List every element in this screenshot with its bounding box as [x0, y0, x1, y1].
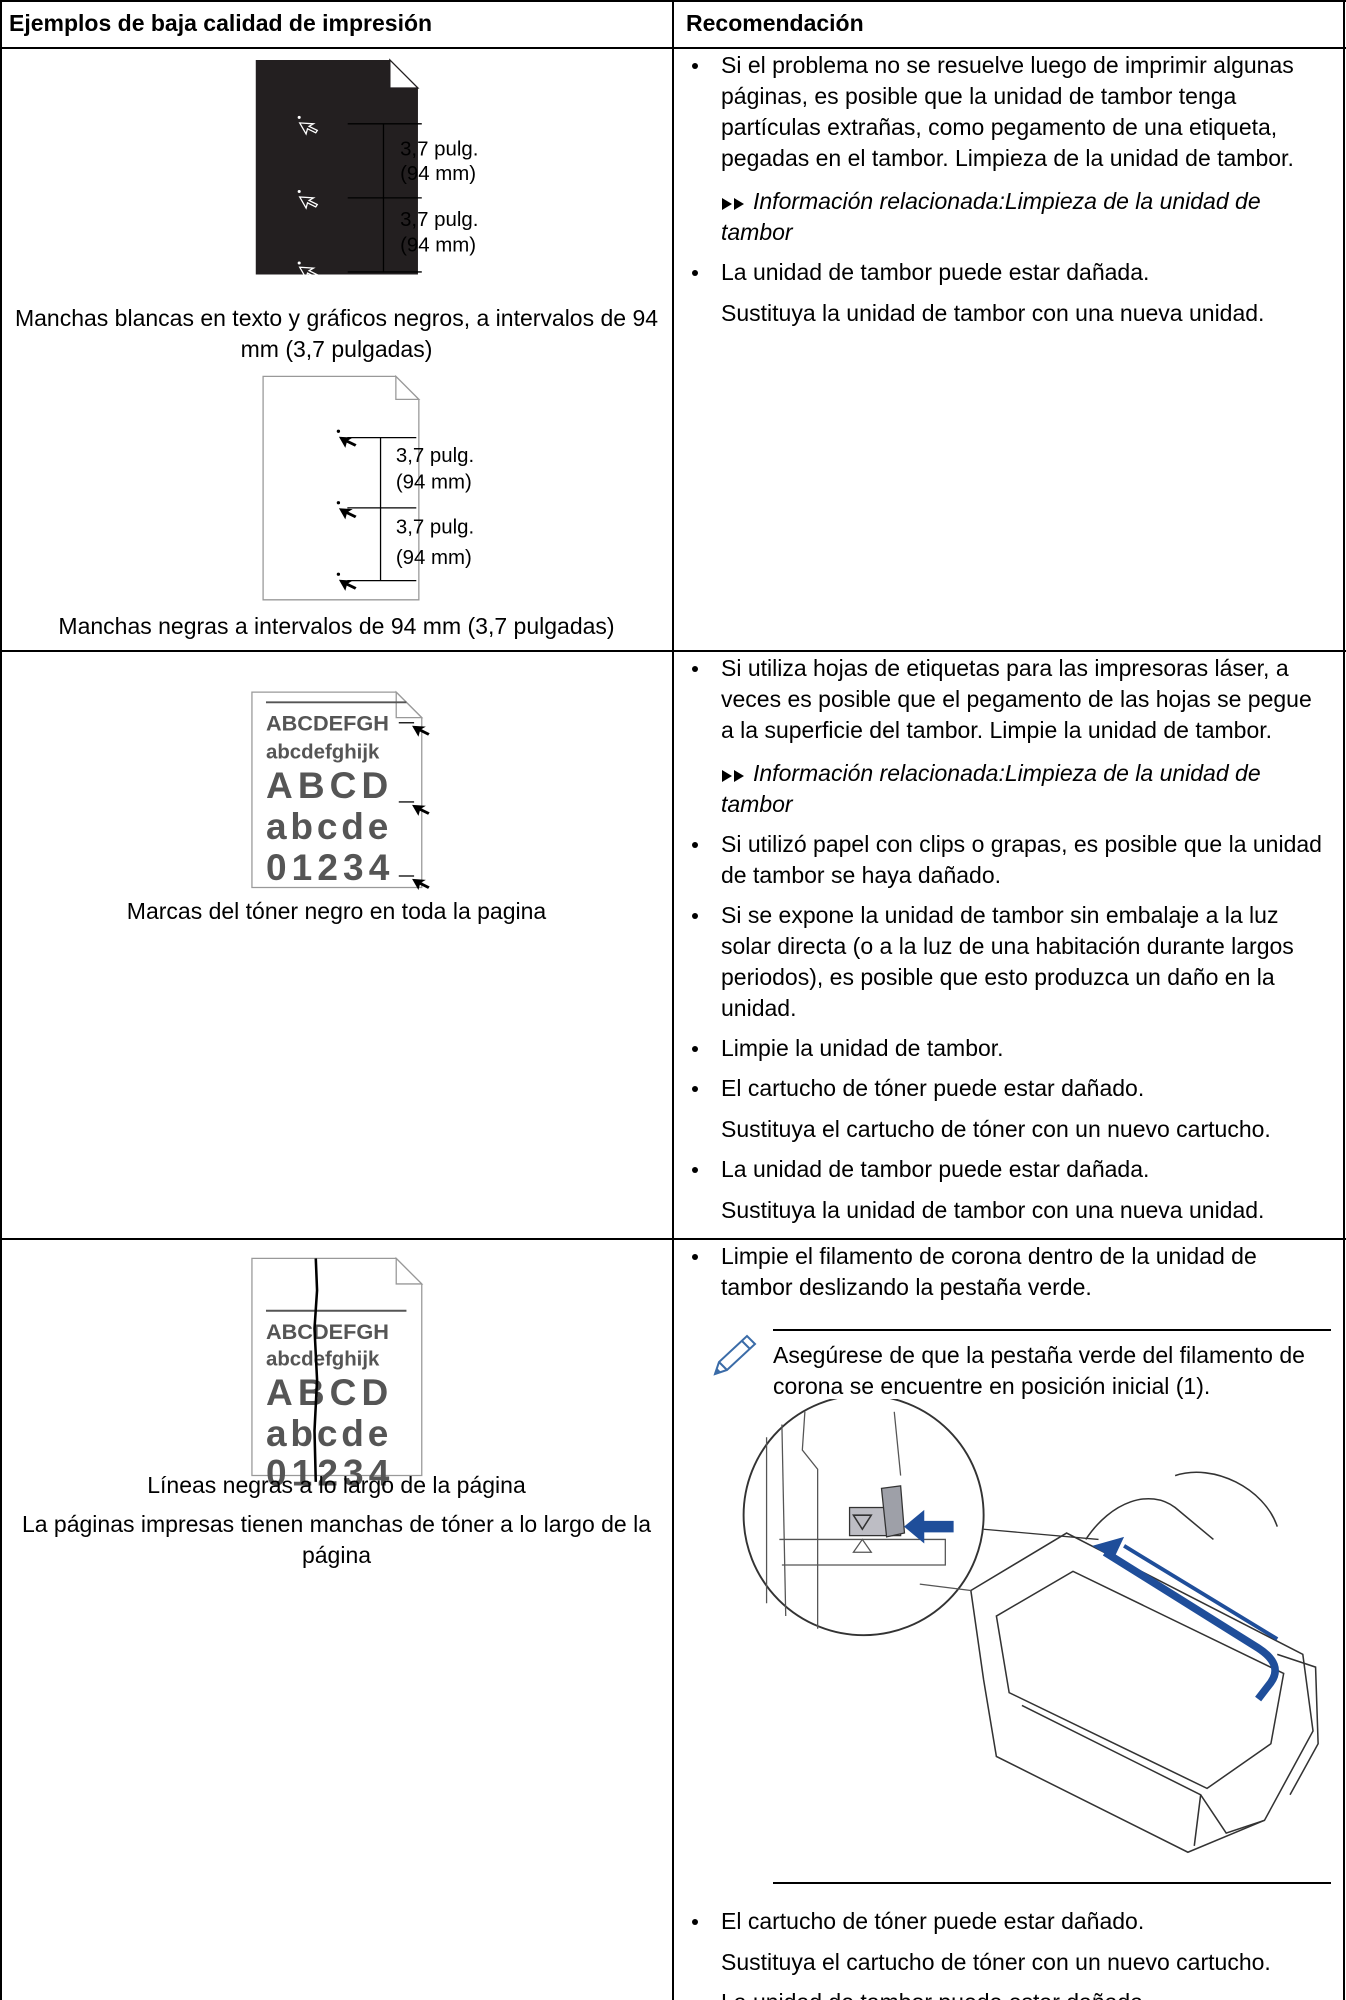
item-detail: Sustituya el cartucho de tóner con un nu… — [721, 1949, 1271, 1975]
item-text: La unidad de tambor puede estar dañada. — [721, 1156, 1150, 1182]
item-text: La unidad de tambor puede estar dañada. — [721, 1987, 1330, 2000]
item-text: Si utilizó papel con clips o grapas, es … — [721, 831, 1322, 888]
dimension-label: (94 mm) — [396, 547, 472, 569]
bullet — [692, 913, 698, 919]
related-icon — [722, 198, 744, 210]
item-text: Si se expone la unidad de tambor sin emb… — [721, 902, 1294, 1021]
sample-text: abcdefghijk — [266, 742, 380, 764]
table-border — [1343, 0, 1345, 2000]
header-cell: Ejemplos de baja calidad de impresión — [9, 10, 433, 36]
dimension-label: 3,7 pulg. — [400, 209, 478, 231]
related-info: Información relacionada:Limpieza de la u… — [721, 758, 1330, 820]
note: Asegúrese de que la pestaña verde del fi… — [673, 1312, 1331, 1897]
list-item: El cartucho de tóner puede estar dañado.… — [692, 1906, 1330, 1978]
related-icon — [722, 770, 744, 782]
related-link[interactable]: Información relacionada:Limpieza de la u… — [721, 188, 1261, 245]
sample-text: 01234 — [266, 1451, 394, 1493]
table-border — [0, 0, 2, 2000]
bullet — [692, 1919, 698, 1925]
item-text: Limpie el filamento de corona dentro de … — [721, 1243, 1257, 1300]
list-item: Si se expone la unidad de tambor sin emb… — [692, 900, 1330, 1024]
figure-black-spots: 3,7 pulg. (94 mm) 3,7 pulg. (94 mm) — [262, 374, 474, 601]
figure-toner-marks: ABCDEFGH abcdefghijk ABCD abcde 01234 — [250, 690, 430, 890]
bullet — [692, 1167, 698, 1173]
bullet — [692, 1254, 698, 1260]
caption: La páginas impresas tienen manchas de tó… — [21, 1511, 652, 1568]
caption-group: Líneas negras a lo largo de la página La… — [10, 1470, 663, 1571]
bullet — [692, 842, 698, 848]
note-text: Asegúrese de que la pestaña verde del fi… — [773, 1342, 1305, 1399]
dimension-label: (94 mm) — [400, 163, 476, 185]
related-link[interactable]: Información relacionada:Limpieza de la u… — [721, 760, 1261, 817]
sample-text: abcde — [266, 1412, 392, 1454]
item-text: Limpie la unidad de tambor. — [721, 1035, 1004, 1061]
item-detail: Sustituya el cartucho de tóner con un nu… — [721, 1116, 1271, 1142]
list-item: Limpie el filamento de corona dentro de … — [692, 1241, 1330, 1303]
sample-text: ABCDEFGH — [266, 710, 389, 735]
dimension-label: (94 mm) — [400, 235, 476, 257]
dimension-label: 3,7 pulg. — [396, 516, 474, 538]
figure-black-lines: ABCDEFGH abcdefghijk ABCD abcde 01234 — [250, 1256, 423, 1493]
bullet — [692, 666, 698, 672]
recommendation-cell: Si utiliza hojas de etiquetas para las i… — [673, 651, 1344, 1235]
item-text: Si utiliza hojas de etiquetas para las i… — [721, 655, 1312, 743]
item-detail: Sustituya la unidad de tambor con una nu… — [721, 300, 1265, 326]
bullet — [692, 1086, 698, 1092]
item-text: La unidad de tambor puede estar dañada. — [721, 259, 1150, 285]
sample-text: abcdefghijk — [266, 1348, 380, 1370]
item-text: El cartucho de tóner puede estar dañado. — [721, 1908, 1145, 1934]
caption: Marcas del tóner negro en toda la pagina — [126, 898, 547, 924]
figure-white-spots: 3,7 pulg. (94 mm) 3,7 pulg. (94 mm) — [255, 58, 478, 280]
dimension-label: (94 mm) — [396, 472, 472, 494]
dimension-label: 3,7 pulg. — [400, 139, 478, 161]
list-item: Si el problema no se resuelve luego de i… — [692, 50, 1330, 248]
sample-text: 01234 — [266, 846, 394, 888]
header-cell: Recomendación — [686, 10, 864, 36]
bullet — [692, 270, 698, 276]
recommendation-cell: Limpie el filamento de corona dentro de … — [673, 1239, 1344, 2000]
list-item: El cartucho de tóner puede estar dañado.… — [692, 1073, 1330, 1145]
item-detail: Sustituya la unidad de tambor con una nu… — [721, 1197, 1265, 1223]
item-text: Si el problema no se resuelve luego de i… — [721, 52, 1294, 171]
dimension-label: 3,7 pulg. — [396, 445, 474, 467]
sample-text: ABCDEFGH — [266, 1318, 389, 1343]
bullet — [692, 63, 698, 69]
list-item: Si utiliza hojas de etiquetas para las i… — [692, 653, 1330, 820]
list-item: Si utilizó papel con clips o grapas, es … — [692, 829, 1330, 891]
sample-text: ABCD — [266, 1371, 393, 1413]
related-info: Información relacionada:Limpieza de la u… — [721, 186, 1330, 248]
sample-text: ABCD — [266, 764, 393, 806]
list-item: Limpie la unidad de tambor. — [692, 1033, 1330, 1064]
drum-illustration — [742, 1399, 1319, 1854]
caption: Manchas blancas en texto y gráficos negr… — [14, 305, 659, 362]
list-item: La unidad de tambor puede estar dañada.S… — [721, 1987, 1330, 2000]
caption: Manchas negras a intervalos de 94 mm (3,… — [58, 613, 615, 639]
list-item: La unidad de tambor puede estar dañada. S… — [692, 257, 1330, 329]
caption: Líneas negras a lo largo de la página — [147, 1472, 526, 1498]
item-text: El cartucho de tóner puede estar dañado. — [721, 1075, 1145, 1101]
bullet — [692, 1046, 698, 1052]
recommendation-cell: Si el problema no se resuelve luego de i… — [673, 48, 1344, 338]
note-rule — [773, 1882, 1331, 1884]
note-icon — [713, 1334, 757, 1376]
sample-text: abcde — [266, 805, 392, 847]
list-item: La unidad de tambor puede estar dañada. S… — [692, 1154, 1330, 1226]
note-rule — [773, 1329, 1331, 1331]
column-divider — [672, 0, 674, 2000]
